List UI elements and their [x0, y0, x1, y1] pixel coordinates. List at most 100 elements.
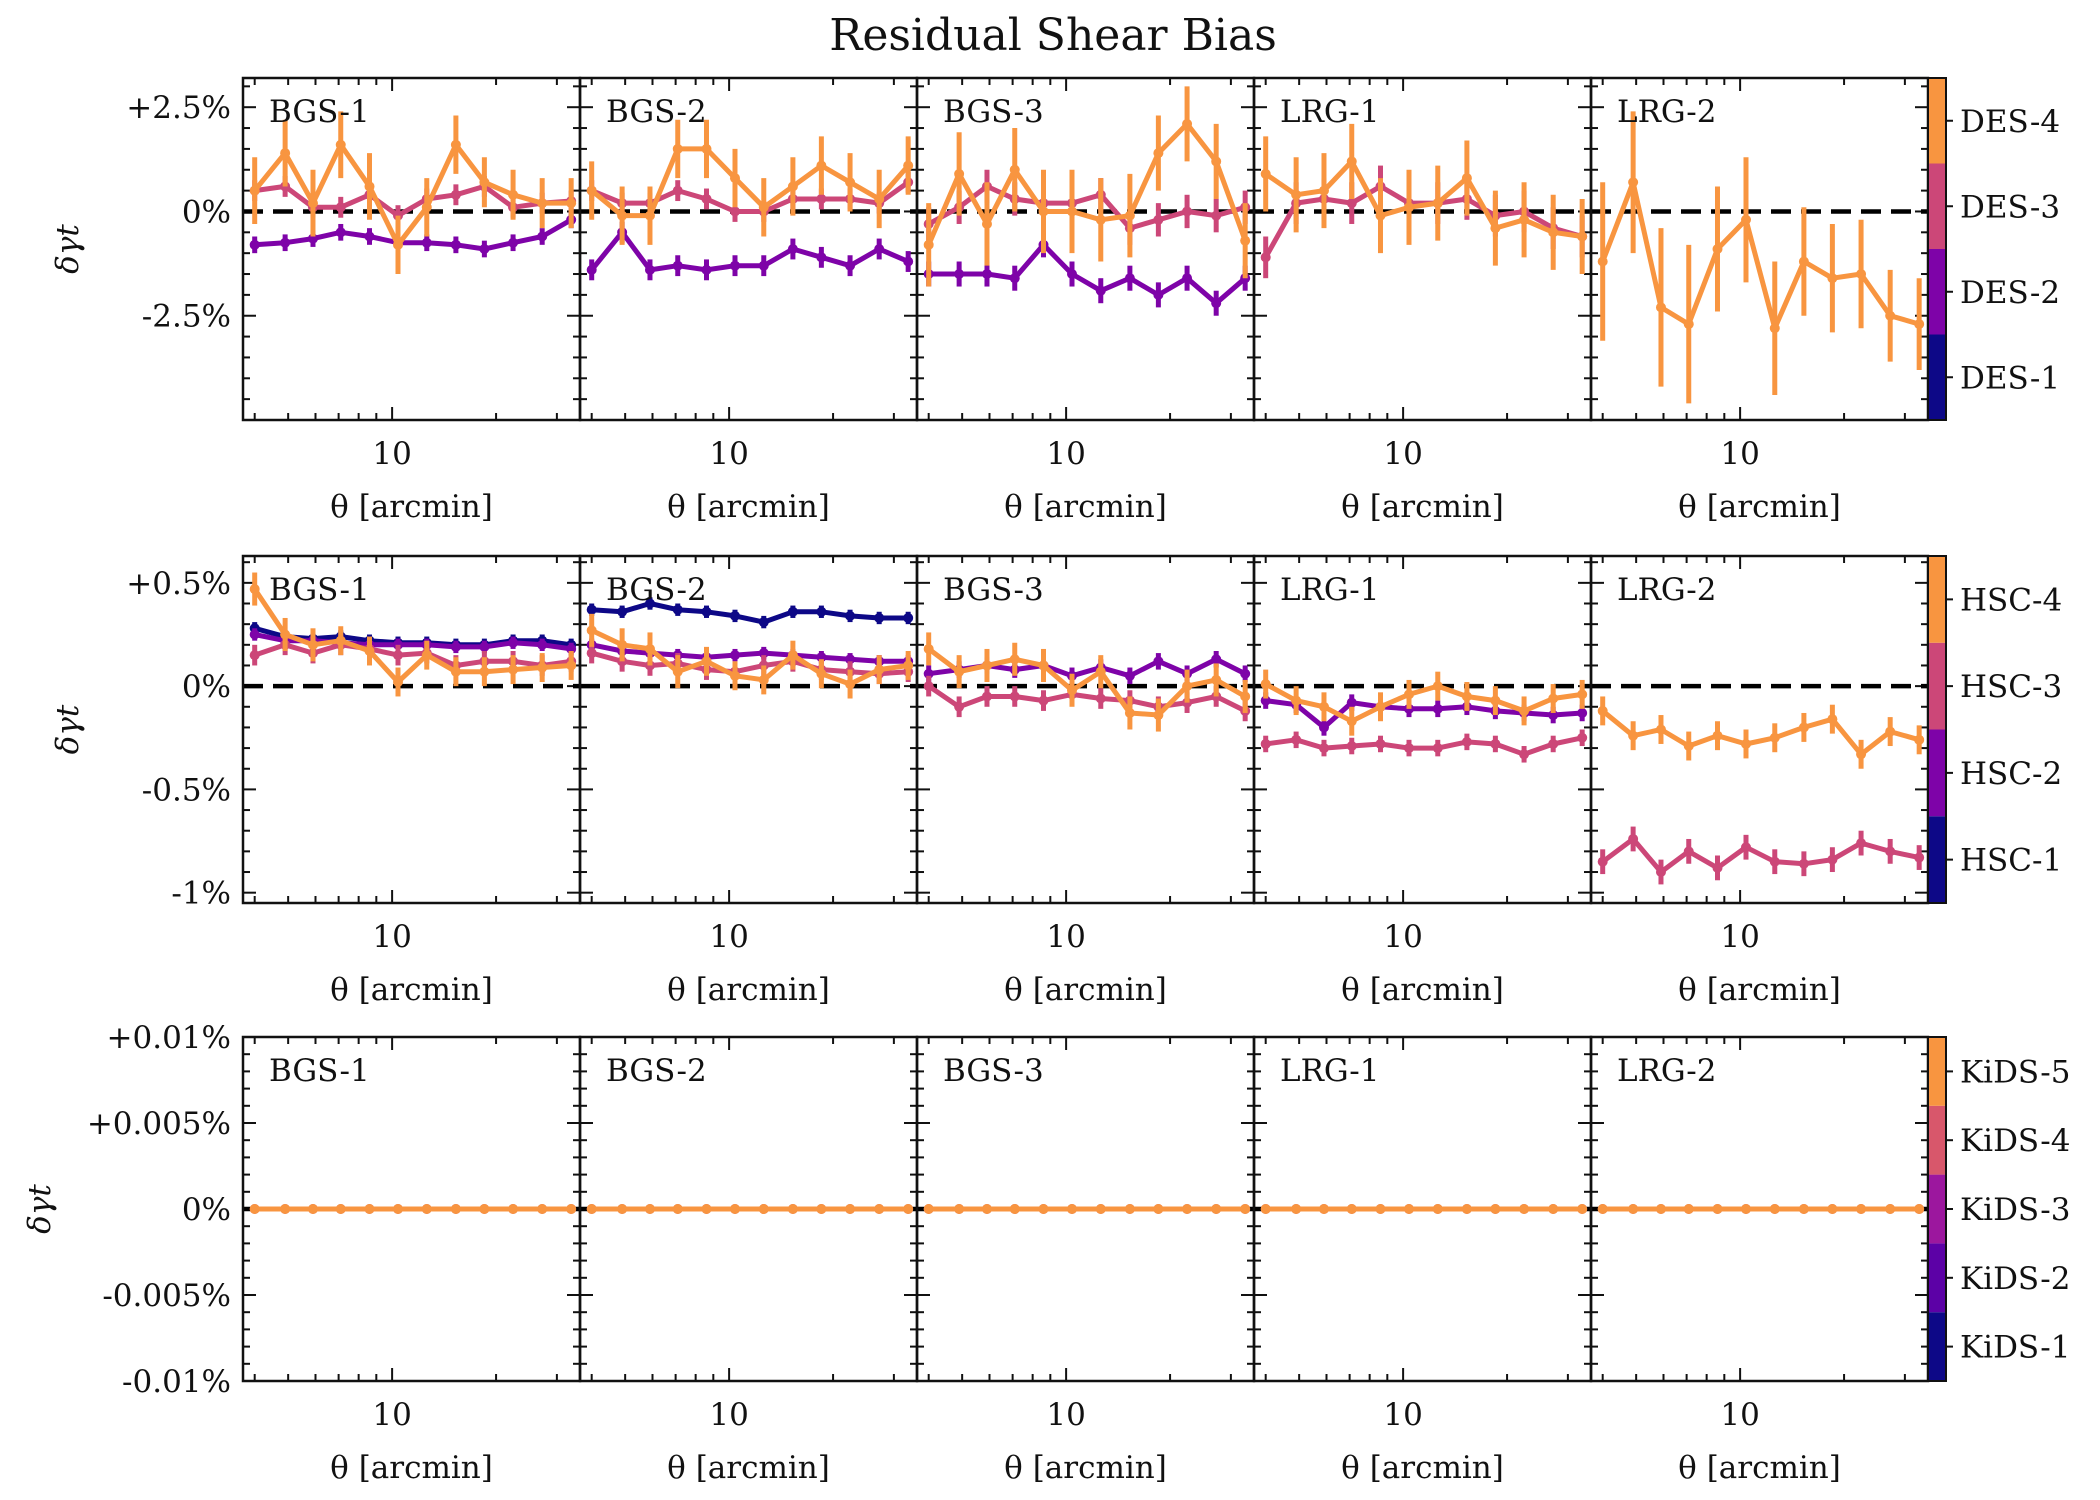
- y-tick-label: 0%: [182, 194, 231, 230]
- data-point: [644, 210, 655, 221]
- data-point: [1827, 714, 1838, 725]
- data-point: [1009, 273, 1020, 284]
- data-point: [1712, 1204, 1723, 1214]
- data-point: [923, 681, 934, 692]
- y-tick-label: +0.01%: [107, 1020, 231, 1056]
- x-tick-label: 10: [1720, 919, 1759, 955]
- series-line: [590, 628, 909, 687]
- data-point: [1153, 656, 1164, 667]
- data-point: [1740, 214, 1751, 225]
- data-point: [1683, 319, 1694, 330]
- colorbar-segment: [1928, 334, 1946, 420]
- panel-label: LRG-2: [1617, 572, 1716, 608]
- data-point: [903, 612, 914, 623]
- x-axis-label: θ [arcmin]: [667, 1450, 830, 1486]
- colorbar-label: DES-3: [1960, 189, 2060, 225]
- data-point: [1211, 210, 1222, 221]
- series-des-4: [1260, 123, 1588, 275]
- data-point: [1153, 289, 1164, 300]
- data-point: [392, 650, 403, 661]
- data-point: [1914, 734, 1925, 745]
- colorbar-label: KiDS-5: [1960, 1054, 2071, 1090]
- colorbar-label: HSC-3: [1960, 669, 2062, 705]
- y-tick-label: -0.005%: [102, 1278, 231, 1314]
- colorbar-segment: [1928, 729, 1946, 817]
- data-point: [1260, 252, 1271, 263]
- series-kids-5: [1260, 1204, 1588, 1214]
- data-point: [1375, 1204, 1386, 1214]
- data-point: [1346, 697, 1357, 708]
- data-point: [981, 660, 992, 671]
- data-point: [1548, 693, 1559, 704]
- data-point: [816, 606, 827, 617]
- data-point: [1577, 732, 1588, 743]
- data-point: [249, 629, 260, 640]
- data-point: [672, 143, 683, 154]
- colorbar-label: KiDS-2: [1960, 1261, 2071, 1297]
- data-point: [537, 639, 548, 650]
- data-point: [1124, 1204, 1135, 1214]
- series-line: [928, 242, 1247, 306]
- data-point: [1211, 654, 1222, 665]
- data-point: [1597, 856, 1608, 867]
- panel-des-lrg-2: LRG-2 10 θ [arcmin]: [1589, 76, 1930, 525]
- data-point: [1240, 235, 1251, 246]
- colorbar-label: HSC-4: [1960, 582, 2062, 618]
- series-hsc-4: [1597, 696, 1925, 769]
- data-point: [981, 691, 992, 702]
- y-tick-label: +0.005%: [87, 1106, 231, 1142]
- x-axis-label: θ [arcmin]: [330, 489, 493, 525]
- data-point: [1211, 674, 1222, 685]
- panel-label: LRG-1: [1280, 572, 1379, 608]
- x-tick-label: 10: [1383, 436, 1422, 472]
- y-axis-label: δγt: [50, 224, 86, 274]
- x-tick-label: 10: [709, 919, 748, 955]
- series-line: [253, 642, 572, 668]
- data-point: [1009, 1204, 1020, 1214]
- data-point: [1066, 269, 1077, 280]
- panel-kids-bgs-1: BGS-1 10 θ [arcmin]: [241, 1035, 582, 1486]
- data-point: [1153, 710, 1164, 721]
- data-point: [1769, 1204, 1780, 1214]
- data-point: [1066, 206, 1077, 217]
- data-point: [280, 237, 291, 248]
- data-point: [1318, 1204, 1329, 1214]
- x-tick-label: 10: [372, 919, 411, 955]
- series-des-4: [923, 86, 1251, 287]
- panel-label: BGS-1: [269, 1053, 370, 1089]
- data-point: [729, 610, 740, 621]
- series-des-2: [249, 211, 577, 258]
- data-point: [1885, 726, 1896, 737]
- data-point: [392, 239, 403, 250]
- data-point: [787, 181, 798, 192]
- panel-label: LRG-2: [1617, 1053, 1716, 1089]
- panel-label: LRG-1: [1280, 94, 1379, 130]
- data-point: [954, 269, 965, 280]
- series-hsc-4: [249, 572, 577, 697]
- data-point: [1856, 838, 1867, 849]
- data-point: [1490, 738, 1501, 749]
- colorbar-frame: [1927, 77, 1947, 421]
- panel-label: LRG-1: [1280, 1053, 1379, 1089]
- data-point: [1461, 173, 1472, 184]
- data-point: [537, 198, 548, 209]
- x-tick-label: 10: [1046, 436, 1085, 472]
- data-point: [1914, 319, 1925, 330]
- data-point: [1095, 214, 1106, 225]
- colorbar-label: HSC-2: [1960, 756, 2062, 792]
- data-point: [954, 666, 965, 677]
- data-point: [421, 202, 432, 213]
- data-point: [1291, 734, 1302, 745]
- data-point: [1769, 323, 1780, 334]
- data-point: [845, 1204, 856, 1214]
- data-point: [1318, 701, 1329, 712]
- x-tick-label: 10: [1046, 919, 1085, 955]
- data-point: [1827, 273, 1838, 284]
- panel-des-bgs-2: BGS-2 10 θ [arcmin]: [578, 76, 919, 525]
- data-point: [364, 1204, 375, 1214]
- data-point: [1655, 1204, 1666, 1214]
- data-point: [450, 641, 461, 652]
- data-point: [249, 584, 260, 595]
- data-point: [1683, 741, 1694, 752]
